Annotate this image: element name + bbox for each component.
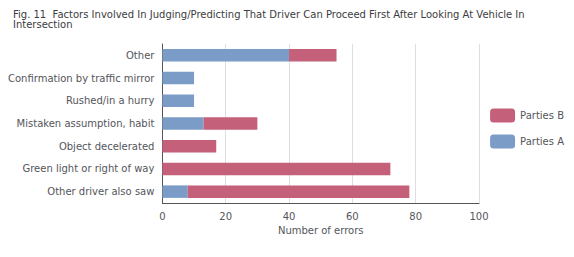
svg-text:Mistaken assumption, habit: Mistaken assumption, habit (17, 118, 155, 129)
svg-text:Parties B: Parties B (520, 110, 564, 121)
svg-text:Rushed/in a hurry: Rushed/in a hurry (66, 95, 155, 106)
svg-text:40: 40 (283, 211, 296, 222)
svg-text:100: 100 (469, 211, 488, 222)
svg-text:Intersection: Intersection (13, 19, 73, 30)
svg-text:Other: Other (126, 50, 155, 61)
svg-text:60: 60 (346, 211, 359, 222)
svg-text:20: 20 (219, 211, 232, 222)
svg-text:Green light or right of way: Green light or right of way (22, 163, 154, 174)
svg-text:Number of errors: Number of errors (278, 225, 364, 236)
svg-text:Fig. 11 Factors Involved In J: Fig. 11 Factors Involved In Judging/Pred… (13, 9, 528, 20)
svg-text:0: 0 (159, 211, 165, 222)
svg-text:Parties A: Parties A (520, 136, 564, 147)
svg-text:Confirmation by traffic mirror: Confirmation by traffic mirror (8, 73, 155, 84)
svg-text:Object decelerated: Object decelerated (59, 141, 155, 152)
svg-text:80: 80 (409, 211, 422, 222)
svg-text:Other driver also saw: Other driver also saw (47, 186, 154, 197)
